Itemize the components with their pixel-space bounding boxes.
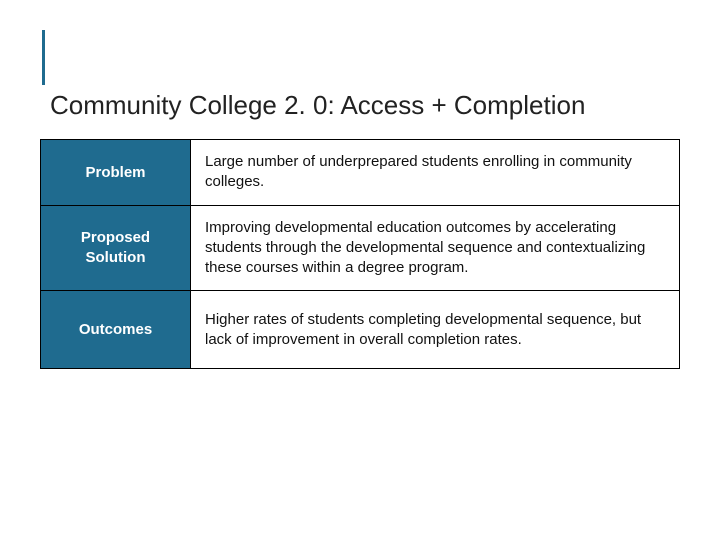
content-table: Problem Large number of underprepared st…	[40, 139, 680, 369]
accent-bar	[42, 30, 45, 85]
row-desc: Large number of underprepared students e…	[191, 140, 680, 206]
row-desc: Higher rates of students completing deve…	[191, 291, 680, 369]
row-label: Problem	[41, 140, 191, 206]
slide-title: Community College 2. 0: Access + Complet…	[50, 90, 690, 121]
row-label-line1: Proposed Solution	[81, 229, 150, 266]
slide: Community College 2. 0: Access + Complet…	[0, 0, 720, 540]
row-label: Proposed Solution	[41, 205, 191, 291]
row-desc: Improving developmental education outcom…	[191, 205, 680, 291]
row-label: Outcomes	[41, 291, 191, 369]
table-row: Problem Large number of underprepared st…	[41, 140, 680, 206]
table-row: Outcomes Higher rates of students comple…	[41, 291, 680, 369]
table-row: Proposed Solution Improving developmenta…	[41, 205, 680, 291]
